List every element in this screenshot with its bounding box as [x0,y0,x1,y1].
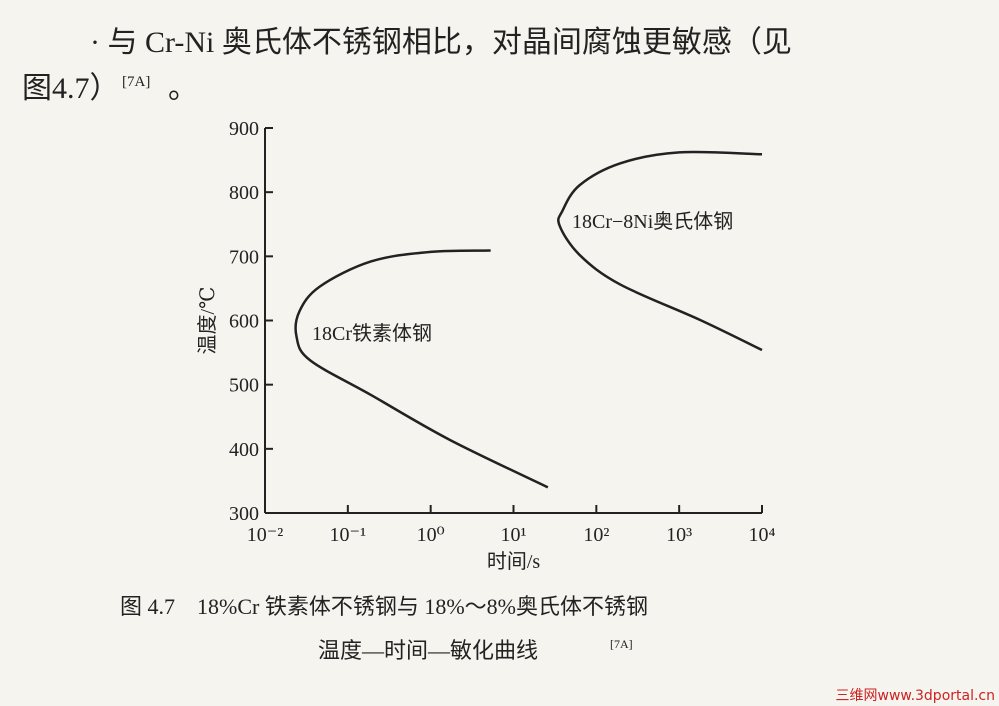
y-tick-label: 900 [229,118,259,140]
curve [557,150,763,352]
y-tick-label: 800 [229,182,259,204]
y-axis-label: 温度/℃ [196,287,219,355]
x-tick-label: 10¹ [501,524,527,546]
caption-reference: [7A] [610,637,633,651]
caption: 温度—时间—敏化曲线 [318,638,538,663]
caption: 图 4.7 18%Cr 铁素体不锈钢与 18%～8%奥氏体不锈钢 [120,594,648,619]
curve [294,249,549,489]
x-axis-label: 时间/s [487,550,541,573]
curve-label: 18Cr−8Ni奥氏体钢 [572,210,733,233]
x-tick-label: 10⁻² [247,524,284,546]
x-tick-label: 10⁴ [749,524,776,546]
x-tick-label: 10⁻¹ [330,524,367,546]
watermark: 三维网www.3dportal.cn [836,688,996,704]
curve-label: 18Cr铁素体钢 [312,322,432,345]
x-tick-label: 10⁰ [417,524,445,546]
paragraph-end: 。 [168,72,198,105]
y-tick-label: 700 [229,246,259,268]
paragraph-line: 图4.7） [22,72,120,105]
y-tick-label: 400 [229,439,259,461]
reference: [7A] [122,74,150,90]
paragraph-line: · 与 Cr-Ni 奥氏体不锈钢相比，对晶间腐蚀更敏感（见 [90,26,792,59]
y-tick-label: 300 [229,503,259,525]
y-tick-label: 500 [229,375,259,397]
y-tick-label: 600 [229,311,259,333]
x-tick-label: 10² [583,524,609,546]
x-tick-label: 10³ [666,524,692,546]
